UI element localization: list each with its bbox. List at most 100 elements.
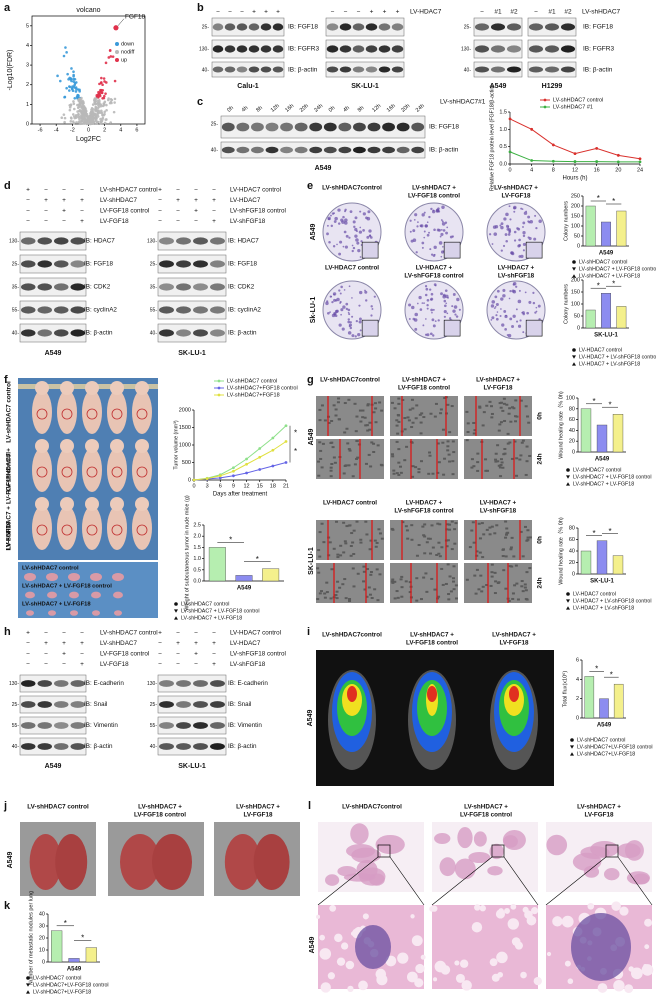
cell-texture [423, 552, 427, 555]
colony-texture [441, 222, 446, 226]
cell-texture [441, 428, 445, 431]
treatment-label: LV-FGF18 [100, 661, 129, 668]
cell-texture [336, 553, 340, 556]
blot-band [193, 329, 208, 337]
x-tick-label: 9 [232, 483, 235, 489]
y-tick-label: 0 [577, 325, 580, 331]
treatment-sign: − [26, 651, 30, 658]
cell-texture [359, 420, 363, 423]
y-tick-label: 6 [576, 657, 579, 663]
blot-band [367, 146, 381, 154]
column-title: LV-FGF18 control [406, 640, 458, 647]
treatment-sign: − [176, 661, 180, 668]
x-tick-label: 4 [119, 127, 122, 133]
cell-texture [390, 580, 394, 583]
blot-band [338, 122, 352, 132]
blot-label: IB: FGF18 [429, 124, 459, 131]
cell-texture [503, 419, 507, 422]
y-tick-label: 2 [576, 696, 579, 702]
cell-texture [527, 421, 531, 424]
cell-texture [521, 439, 525, 442]
cell-texture [328, 541, 332, 544]
scatter-texture [71, 113, 75, 116]
treatment-sign: + [26, 630, 30, 637]
panel-label: c [197, 96, 203, 108]
photo [464, 520, 532, 560]
blot-band [544, 45, 560, 53]
cell-texture [368, 421, 372, 424]
point [245, 471, 248, 475]
scatter-texture [70, 67, 73, 70]
tissue [320, 982, 331, 993]
colony-texture [349, 210, 353, 213]
scatter-texture [73, 96, 77, 100]
treatment-sign: + [80, 640, 84, 647]
cell-texture [336, 580, 340, 583]
x-axis-label: A549 [237, 586, 252, 592]
scatter-texture [72, 73, 75, 77]
significance: * [294, 447, 297, 456]
mouse-head [110, 381, 124, 395]
scatter-texture [91, 103, 95, 106]
blot-band [224, 23, 236, 31]
blot-band [210, 283, 225, 291]
y-tick-label: 1000 [179, 442, 191, 448]
cell-texture [508, 441, 512, 444]
mw-marker: 25- [150, 261, 158, 267]
y-tick-label: 2.0 [193, 534, 201, 540]
cell-texture [502, 569, 506, 572]
blot-band [353, 122, 366, 132]
colony-texture [516, 227, 519, 230]
tissue [496, 951, 508, 964]
colony-texture [432, 334, 435, 337]
cell-texture [376, 599, 380, 602]
tissue [533, 976, 542, 986]
cell-texture [419, 432, 423, 435]
annotation-line [117, 18, 125, 26]
point [616, 160, 620, 164]
blot-label: IB: Snail [228, 701, 251, 708]
cell-texture [472, 541, 476, 544]
cell-texture [466, 422, 470, 425]
cell-texture [478, 405, 482, 408]
colony-texture [512, 289, 517, 294]
scatter-texture [101, 88, 105, 92]
legend-symbol [26, 983, 30, 987]
blot [157, 737, 227, 756]
zoom-box [491, 844, 505, 858]
x-axis-label: A549 [599, 251, 614, 257]
y-axis-label: -Log10(FDR) [7, 50, 14, 91]
cell-texture [378, 532, 382, 535]
column-title: LV-shHDAC7control [322, 185, 382, 192]
scatter-texture [71, 89, 75, 92]
tissue [510, 903, 517, 910]
colony-texture [373, 295, 376, 298]
photo [316, 439, 384, 479]
photo [316, 520, 384, 560]
colony-texture [458, 308, 461, 311]
colony-texture [505, 314, 507, 317]
cell-texture [508, 565, 512, 568]
cell-texture [502, 453, 506, 456]
treatment-sign: − [62, 661, 66, 668]
panel-label: f [4, 374, 8, 386]
cell-texture [343, 540, 347, 543]
tissue [325, 874, 340, 886]
colony-texture [367, 210, 371, 214]
column-title: LV-shHDAC7control [320, 377, 380, 384]
colony-texture [410, 239, 414, 243]
blot-band [365, 66, 378, 73]
legend-label: LV-shHDAC7+FGF18 control [227, 385, 298, 391]
scatter-texture [101, 113, 104, 117]
cell-texture [513, 584, 517, 587]
cell-texture [397, 448, 401, 451]
colony-texture [426, 307, 429, 310]
scatter-texture [68, 106, 72, 109]
mw-marker: 25- [12, 261, 20, 267]
blot-band [391, 23, 404, 31]
blot-band [365, 23, 378, 31]
cell-texture [347, 524, 351, 527]
blot-band [210, 680, 225, 687]
scatter-texture [58, 79, 62, 83]
cell-texture [513, 440, 517, 443]
